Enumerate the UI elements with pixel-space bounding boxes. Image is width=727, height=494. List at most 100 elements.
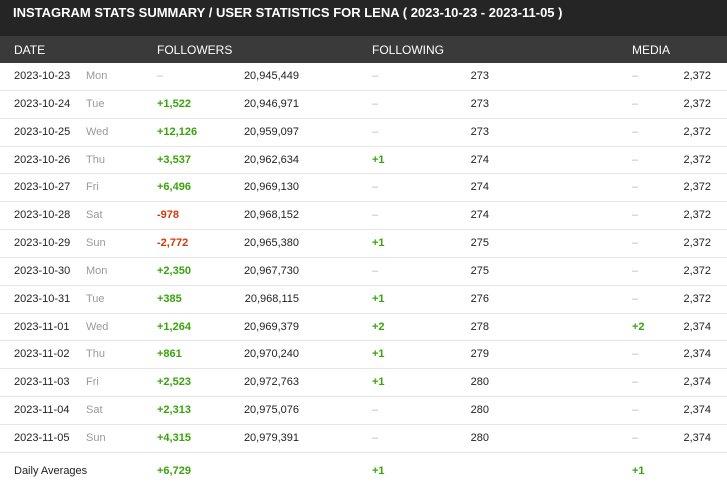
row-followers-delta: +1,522 — [157, 97, 191, 110]
row-media-delta: – — [632, 237, 639, 250]
row-followers-delta: +3,537 — [157, 153, 191, 166]
row-media-delta: – — [632, 292, 639, 305]
row-followers-delta: +861 — [157, 348, 182, 361]
row-date: 2023-11-04 — [14, 404, 70, 417]
row-media-count: 2,374 — [683, 320, 711, 333]
row-date: 2023-10-29 — [14, 237, 71, 250]
row-followers-count: 20,959,097 — [243, 125, 299, 138]
row-following-delta: – — [372, 181, 379, 194]
row-following-count: 274 — [470, 181, 489, 194]
row-media-count: 2,372 — [683, 125, 711, 138]
row-weekday: Mon — [86, 264, 108, 277]
row-weekday: Wed — [86, 320, 109, 333]
row-date: 2023-11-05 — [14, 431, 70, 444]
row-followers-count: 20,968,152 — [243, 209, 299, 222]
table-row: 2023-10-29 Sun -2,772 20,965,380 +1 275 – 2,372 — [0, 230, 727, 258]
row-following-delta: +1 — [372, 292, 385, 305]
column-header-date: DATE — [14, 43, 46, 57]
row-following-count: 280 — [470, 431, 489, 444]
row-following-count: 278 — [470, 320, 489, 333]
row-followers-delta: +2,313 — [157, 404, 191, 417]
column-header-media: MEDIA — [632, 43, 671, 57]
row-media-delta: – — [632, 376, 639, 389]
table-row: 2023-10-30 Mon +2,350 20,967,730 – 275 – 2,372 — [0, 258, 727, 286]
row-following-count: 273 — [470, 125, 489, 138]
row-weekday: Fri — [86, 181, 99, 194]
row-date: 2023-10-26 — [14, 153, 71, 166]
row-followers-count: 20,965,380 — [243, 237, 299, 250]
row-media-count: 2,374 — [683, 431, 711, 444]
column-header-followers: FOLLOWERS — [157, 43, 233, 57]
row-following-delta: – — [372, 264, 379, 277]
row-followers-count: 20,979,391 — [243, 431, 299, 444]
row-following-count: 273 — [470, 70, 489, 82]
row-media-delta: – — [632, 181, 639, 194]
row-weekday: Tue — [86, 292, 105, 305]
row-followers-delta: +2,523 — [157, 376, 191, 389]
row-followers-count: 20,975,076 — [243, 404, 299, 417]
row-media-delta: – — [632, 209, 639, 222]
row-followers-delta: – — [157, 70, 164, 82]
table-row: 2023-11-02 Thu +861 20,970,240 +1 279 – 2,374 — [0, 341, 727, 370]
row-followers-delta: +2,350 — [157, 264, 191, 277]
row-followers-delta: -2,772 — [157, 237, 189, 250]
row-followers-delta: +12,126 — [157, 125, 198, 138]
row-following-count: 280 — [470, 404, 489, 417]
row-media-count: 2,374 — [683, 376, 711, 389]
table-header: DATE FOLLOWERS FOLLOWING MEDIA — [0, 36, 727, 63]
row-following-delta: – — [372, 125, 379, 138]
stats-table-body: 2023-10-23 Mon –20,945,449–273–2,372 2023-1… — [0, 63, 727, 453]
row-followers-delta: -978 — [157, 209, 180, 222]
row-following-delta: – — [372, 70, 379, 82]
row-followers-delta: +6,496 — [157, 181, 191, 194]
row-weekday: Fri — [86, 376, 99, 389]
row-media-count: 2,374 — [683, 404, 711, 417]
table-row: 2023-10-28 Sat -978 20,968,152 – 274 – 2,372 — [0, 202, 727, 231]
row-followers-delta: +385 — [157, 292, 182, 305]
row-date: 2023-10-24 — [14, 97, 71, 110]
row-media-count: 2,372 — [683, 237, 711, 250]
row-followers-count: 20,969,130 — [243, 181, 299, 194]
table-row: 2023-11-03 Fri +2,523 20,972,763 +1 280 – 2,374 — [0, 369, 727, 398]
row-following-delta: +1 — [372, 153, 385, 166]
row-date: 2023-10-23 — [14, 70, 71, 82]
row-following-delta: – — [372, 404, 379, 417]
row-following-count: 274 — [470, 209, 489, 222]
row-weekday: Tue — [86, 97, 105, 110]
row-following-count: 275 — [470, 237, 489, 250]
row-media-count: 2,372 — [683, 292, 711, 305]
row-following-delta: +1 — [372, 376, 385, 389]
row-followers-count: 20,972,763 — [243, 376, 299, 389]
row-following-count: 279 — [470, 348, 489, 361]
row-following-count: 275 — [470, 264, 489, 277]
row-date: 2023-10-28 — [14, 209, 71, 222]
page-title: INSTAGRAM STATS SUMMARY / USER STATISTIC… — [0, 0, 727, 36]
row-followers-delta: +1,264 — [157, 320, 191, 333]
row-weekday: Sat — [86, 209, 103, 222]
row-weekday: Sun — [86, 431, 106, 444]
row-media-delta: – — [632, 348, 639, 361]
row-media-delta: – — [632, 153, 639, 166]
row-media-delta: – — [632, 431, 639, 444]
row-media-delta: – — [632, 70, 639, 82]
row-weekday: Wed — [86, 125, 109, 138]
row-following-count: 273 — [470, 97, 489, 110]
row-media-delta: – — [632, 97, 639, 110]
row-media-delta: – — [632, 125, 639, 138]
row-following-delta: +1 — [372, 237, 385, 250]
row-date: 2023-10-25 — [14, 125, 71, 138]
table-row: 2023-10-26 Thu +3,537 20,962,634 +1 274 – 2,372 — [0, 147, 727, 175]
row-date: 2023-10-31 — [14, 292, 71, 305]
row-following-count: 276 — [470, 292, 489, 305]
row-media-count: 2,374 — [683, 348, 711, 361]
row-followers-count: 20,946,971 — [243, 97, 299, 110]
row-media-count: 2,372 — [683, 153, 711, 166]
row-followers-count: 20,970,240 — [243, 348, 299, 361]
table-row: 2023-11-04 Sat +2,313 20,975,076 – 280 – 2,374 — [0, 397, 727, 425]
row-followers-count: 20,967,730 — [243, 264, 299, 277]
daily-averages-label: Daily Averages — [14, 465, 88, 477]
row-weekday: Mon — [86, 70, 108, 82]
row-media-count: 2,372 — [683, 209, 711, 222]
row-media-count: 2,372 — [683, 264, 711, 277]
row-following-delta: – — [372, 209, 379, 222]
